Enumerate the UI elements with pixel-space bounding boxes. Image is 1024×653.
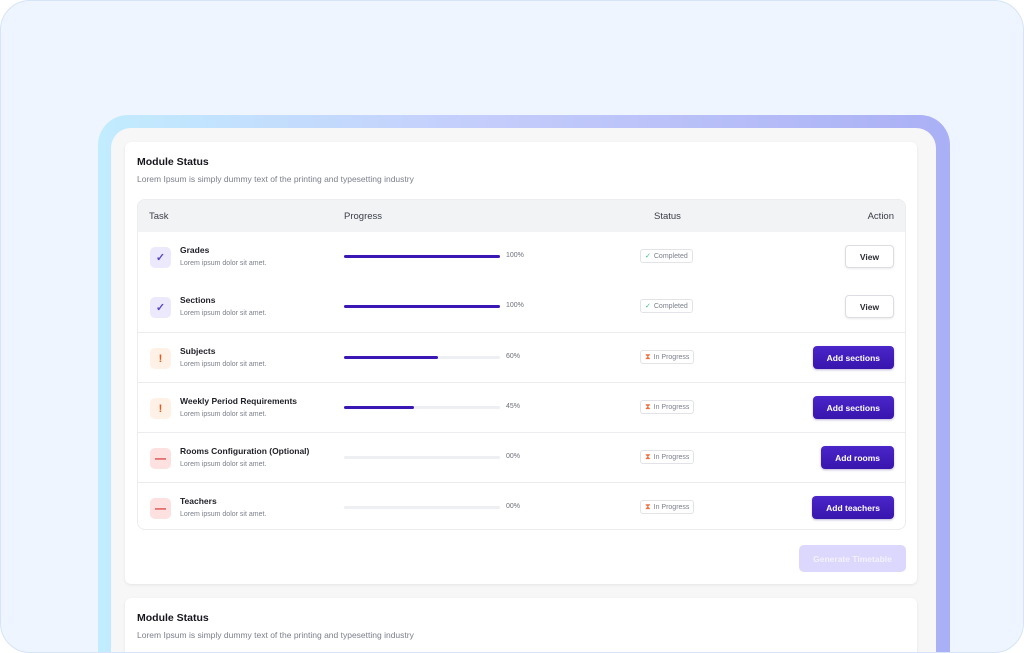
progress-label: 45% bbox=[506, 403, 521, 410]
card-subtitle: Lorem Ipsum is simply dummy text of the … bbox=[137, 174, 414, 184]
column-action: Action bbox=[867, 211, 894, 222]
task-description: Lorem ipsum dolor sit amet. bbox=[180, 461, 267, 468]
table-header: Task Progress Status Action bbox=[138, 200, 905, 232]
column-status: Status bbox=[654, 211, 681, 222]
check-icon: ✓ bbox=[150, 247, 171, 268]
card-title: Module Status bbox=[137, 156, 209, 168]
status-text: In Progress bbox=[653, 503, 690, 511]
progress-bar bbox=[344, 305, 500, 308]
card-title: Module Status bbox=[137, 612, 209, 624]
task-description: Lorem ipsum dolor sit amet. bbox=[180, 511, 267, 518]
progress-label: 60% bbox=[506, 353, 521, 360]
check-icon: ✓ bbox=[645, 253, 651, 260]
action-button[interactable]: Add sections bbox=[812, 396, 894, 419]
status-text: Completed bbox=[653, 252, 688, 260]
action-button[interactable]: Add teachers bbox=[812, 496, 894, 519]
task-name: Weekly Period Requirements bbox=[180, 396, 297, 406]
progress-bar bbox=[344, 506, 500, 509]
progress-label: 00% bbox=[506, 453, 521, 460]
check-icon: ✓ bbox=[645, 303, 651, 310]
progress-bar bbox=[344, 255, 500, 258]
status-badge: ⧗ In Progress bbox=[640, 500, 695, 514]
task-description: Lorem ipsum dolor sit amet. bbox=[180, 411, 267, 418]
status-text: In Progress bbox=[653, 453, 690, 461]
task-name: Sections bbox=[180, 295, 216, 305]
hourglass-icon: ⧗ bbox=[645, 502, 651, 511]
table-row: — Teachers Lorem ipsum dolor sit amet. 0… bbox=[138, 482, 905, 529]
module-status-card-2: Module Status Lorem Ipsum is simply dumm… bbox=[125, 598, 917, 652]
hourglass-icon: ⧗ bbox=[645, 452, 651, 461]
status-text: In Progress bbox=[653, 403, 690, 411]
action-button[interactable]: Add sections bbox=[812, 346, 894, 369]
column-progress: Progress bbox=[344, 211, 383, 222]
exclamation-icon: ! bbox=[150, 398, 171, 419]
task-description: Lorem ipsum dolor sit amet. bbox=[180, 260, 267, 267]
status-badge: ⧗ In Progress bbox=[640, 350, 695, 364]
task-name: Grades bbox=[180, 245, 210, 255]
column-task: Task bbox=[149, 211, 169, 222]
generate-timetable-button[interactable]: Generate Timetable bbox=[799, 545, 906, 572]
progress-label: 100% bbox=[506, 252, 524, 259]
table-row: — Rooms Configuration (Optional) Lorem i… bbox=[138, 432, 905, 482]
progress-fill bbox=[344, 305, 500, 308]
table-body: ✓ Grades Lorem ipsum dolor sit amet. 100… bbox=[138, 232, 905, 529]
hourglass-icon: ⧗ bbox=[645, 402, 651, 411]
task-description: Lorem ipsum dolor sit amet. bbox=[180, 310, 267, 317]
table-row: ✓ Sections Lorem ipsum dolor sit amet. 1… bbox=[138, 282, 905, 332]
status-badge: ⧗ In Progress bbox=[640, 400, 695, 414]
progress-bar bbox=[344, 456, 500, 459]
status-text: In Progress bbox=[653, 353, 690, 361]
minus-icon: — bbox=[150, 448, 171, 469]
status-text: Completed bbox=[653, 302, 688, 310]
check-icon: ✓ bbox=[150, 297, 171, 318]
action-button[interactable]: Add rooms bbox=[821, 446, 894, 469]
task-name: Rooms Configuration (Optional) bbox=[180, 446, 310, 456]
progress-bar bbox=[344, 406, 500, 409]
progress-fill bbox=[344, 356, 438, 359]
task-description: Lorem ipsum dolor sit amet. bbox=[180, 361, 267, 368]
status-badge: ⧗ In Progress bbox=[640, 450, 695, 464]
exclamation-icon: ! bbox=[150, 348, 171, 369]
progress-label: 100% bbox=[506, 302, 524, 309]
action-button[interactable]: View bbox=[845, 295, 894, 318]
table-row: ! Subjects Lorem ipsum dolor sit amet. 6… bbox=[138, 332, 905, 382]
status-badge: ✓ Completed bbox=[640, 299, 693, 313]
task-name: Teachers bbox=[180, 496, 217, 506]
progress-bar bbox=[344, 356, 500, 359]
minus-icon: — bbox=[150, 498, 171, 519]
status-badge: ✓ Completed bbox=[640, 249, 693, 263]
card-subtitle: Lorem Ipsum is simply dummy text of the … bbox=[137, 630, 414, 640]
table-row: ! Weekly Period Requirements Lorem ipsum… bbox=[138, 382, 905, 432]
action-button[interactable]: View bbox=[845, 245, 894, 268]
table-row: ✓ Grades Lorem ipsum dolor sit amet. 100… bbox=[138, 232, 905, 282]
module-status-card: Module Status Lorem Ipsum is simply dumm… bbox=[125, 142, 917, 584]
progress-label: 00% bbox=[506, 503, 521, 510]
hourglass-icon: ⧗ bbox=[645, 352, 651, 361]
task-name: Subjects bbox=[180, 346, 216, 356]
progress-fill bbox=[344, 406, 415, 409]
progress-fill bbox=[344, 255, 500, 258]
module-table: Task Progress Status Action ✓ Grades Lor… bbox=[137, 199, 906, 530]
